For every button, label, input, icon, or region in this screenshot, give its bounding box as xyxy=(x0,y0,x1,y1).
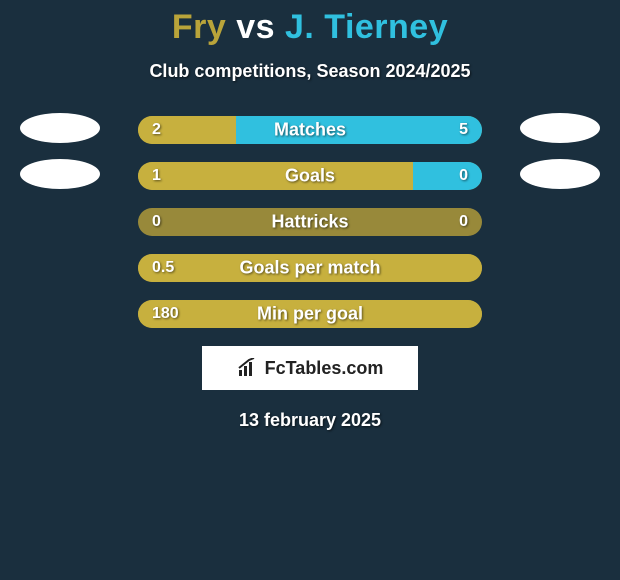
vs-text: vs xyxy=(236,8,275,46)
stat-value-left: 0.5 xyxy=(152,259,174,277)
comparison-card: Fry vs J. Tierney Club competitions, Sea… xyxy=(0,0,620,580)
player1-avatar xyxy=(20,159,100,189)
stat-value-left: 1 xyxy=(152,167,161,185)
stat-label: Matches xyxy=(274,120,346,141)
stat-row: Matches 2 5 xyxy=(0,116,620,144)
bar-fill-left xyxy=(138,162,413,190)
stat-label: Goals xyxy=(285,166,335,187)
stat-bar: Matches 2 5 xyxy=(138,116,482,144)
stat-value-left: 180 xyxy=(152,305,179,323)
player2-name: J. Tierney xyxy=(285,8,448,46)
stat-value-left: 2 xyxy=(152,121,161,139)
stat-bar: Min per goal 180 xyxy=(138,300,482,328)
subtitle: Club competitions, Season 2024/2025 xyxy=(0,61,620,82)
stat-label: Hattricks xyxy=(271,212,348,233)
player2-avatar xyxy=(520,159,600,189)
stat-value-right: 5 xyxy=(459,121,468,139)
chart-icon xyxy=(237,358,259,378)
player2-avatar xyxy=(520,113,600,143)
stat-row: Hattricks 0 0 xyxy=(0,208,620,236)
stat-label: Goals per match xyxy=(239,258,380,279)
stat-row: Goals per match 0.5 xyxy=(0,254,620,282)
player1-name: Fry xyxy=(172,8,226,46)
stat-rows: Matches 2 5 Goals 1 0 Hattricks 0 0 Goals per mat… xyxy=(0,116,620,328)
footer-date: 13 february 2025 xyxy=(0,410,620,431)
title: Fry vs J. Tierney xyxy=(0,0,620,47)
logo-text: FcTables.com xyxy=(265,358,384,379)
stat-bar: Goals per match 0.5 xyxy=(138,254,482,282)
stat-row: Min per goal 180 xyxy=(0,300,620,328)
bar-fill-right xyxy=(236,116,482,144)
stat-value-right: 0 xyxy=(459,167,468,185)
player1-avatar xyxy=(20,113,100,143)
stat-label: Min per goal xyxy=(257,304,363,325)
bar-fill-right xyxy=(413,162,482,190)
stat-bar: Goals 1 0 xyxy=(138,162,482,190)
stat-value-right: 0 xyxy=(459,213,468,231)
stat-row: Goals 1 0 xyxy=(0,162,620,190)
stat-value-left: 0 xyxy=(152,213,161,231)
logo-box: FcTables.com xyxy=(202,346,418,390)
stat-bar: Hattricks 0 0 xyxy=(138,208,482,236)
